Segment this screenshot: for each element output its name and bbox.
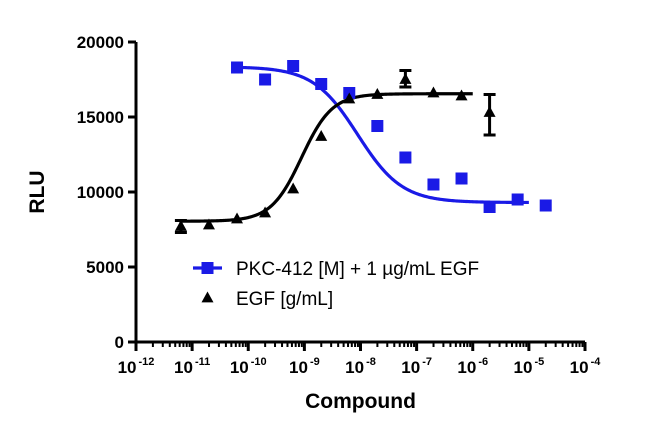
data-point-series-1 bbox=[371, 88, 384, 99]
data-point-series-1 bbox=[399, 73, 412, 84]
y-tick-label: 5000 bbox=[86, 258, 124, 277]
x-tick-label: 10 -5 bbox=[514, 356, 545, 377]
data-point-series-0 bbox=[483, 201, 496, 213]
x-tick-label: 10 -10 bbox=[230, 356, 267, 377]
data-point-series-1 bbox=[455, 89, 468, 101]
y-tick-label: 20000 bbox=[77, 33, 124, 52]
x-tick-label: 10 -11 bbox=[174, 356, 210, 377]
x-tick-label: 10 -4 bbox=[570, 356, 602, 377]
x-axis-title: Compound bbox=[305, 390, 416, 413]
x-tick-label: 10 -12 bbox=[118, 356, 155, 377]
data-points bbox=[174, 60, 552, 234]
legend-marker-series-1 bbox=[201, 291, 214, 303]
axes: 0 5000 10000 15000 20000 10 -12 10 -11 10 -10 10 -9 1… bbox=[26, 33, 601, 413]
x-tick-label: 10 -6 bbox=[457, 356, 488, 377]
y-tick-label: 15000 bbox=[77, 108, 124, 127]
y-tick-label: 0 bbox=[115, 333, 124, 352]
x-tick-label: 10 -7 bbox=[401, 356, 432, 377]
data-point-series-0 bbox=[315, 78, 328, 90]
data-point-series-1 bbox=[231, 212, 244, 224]
legend: PKC-412 [M] + 1 µg/mL EGF EGF [g/mL] bbox=[193, 259, 479, 310]
legend-marker-series-0 bbox=[201, 262, 214, 274]
data-point-series-1 bbox=[343, 92, 356, 104]
y-axis-title: RLU bbox=[26, 170, 49, 213]
x-tick-label: 10 -8 bbox=[345, 356, 376, 377]
data-point-series-0 bbox=[371, 120, 384, 132]
data-point-series-1 bbox=[427, 86, 440, 98]
data-point-series-1 bbox=[174, 220, 187, 231]
x-tick-label: 10 -9 bbox=[289, 356, 320, 377]
data-point-series-1 bbox=[202, 218, 215, 230]
fit-curve-series-1 bbox=[180, 92, 473, 223]
data-point-series-1 bbox=[287, 182, 300, 194]
data-point-series-0 bbox=[539, 199, 552, 212]
y-tick-label: 10000 bbox=[77, 183, 124, 202]
data-point-series-1 bbox=[483, 106, 496, 117]
data-point-series-1 bbox=[315, 130, 328, 141]
legend-label-series-0: PKC-412 [M] + 1 µg/mL EGF bbox=[236, 259, 479, 280]
data-point-series-0 bbox=[511, 193, 524, 206]
data-point-series-0 bbox=[427, 178, 440, 191]
data-point-series-1 bbox=[259, 206, 272, 218]
fit-curve-series-0 bbox=[236, 65, 529, 205]
legend-label-series-1: EGF [g/mL] bbox=[236, 289, 333, 310]
data-point-series-0 bbox=[399, 151, 412, 164]
data-point-series-0 bbox=[231, 61, 244, 74]
data-point-series-0 bbox=[259, 73, 272, 86]
fit-curves bbox=[180, 65, 529, 223]
data-point-series-0 bbox=[455, 172, 468, 185]
data-point-series-0 bbox=[287, 60, 300, 72]
